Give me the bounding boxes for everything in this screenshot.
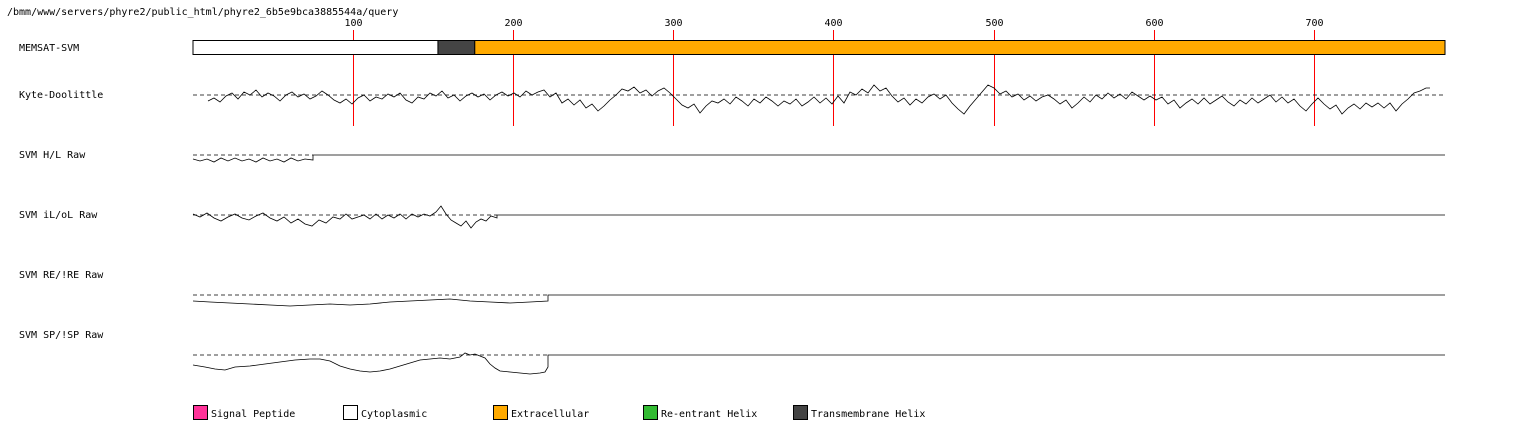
axis-tick-label: 100	[344, 18, 362, 29]
axis-tick-label: 700	[1305, 18, 1323, 29]
kyte-doolittle-label: Kyte-Doolittle	[19, 90, 103, 101]
axis-tick-label: 200	[504, 18, 522, 29]
transmembrane-segment	[437, 40, 476, 55]
axis-tick-label: 500	[985, 18, 1003, 29]
memsat-track-label: MEMSAT-SVM	[19, 43, 79, 54]
svm-il-ol-raw-label: SVM iL/oL Raw	[19, 210, 98, 221]
topology-bar	[192, 40, 1446, 55]
legend-swatch-cyto	[343, 405, 358, 420]
legend-swatch-reentrant	[643, 405, 658, 420]
file-path: /bmm/www/servers/phyre2/public_html/phyr…	[7, 7, 398, 18]
legend-swatch-signal	[193, 405, 208, 420]
legend-label-extra: Extracellular	[511, 409, 589, 420]
legend-label-reentrant: Re-entrant Helix	[661, 409, 757, 420]
legend-label-cyto: Cytoplasmic	[361, 409, 427, 420]
il-ol-score-trace	[192, 205, 1445, 229]
legend-label-signal: Signal Peptide	[211, 409, 295, 420]
sp-score-trace	[192, 352, 1445, 375]
legend-swatch-extra	[493, 405, 508, 420]
position-axis: 100 200 300 400 500 600 700	[344, 18, 1324, 126]
cytoplasmic-segment	[192, 40, 439, 55]
svm-re-raw-label: SVM RE/!RE Raw	[19, 270, 104, 281]
hl-score-trace	[192, 154, 1445, 163]
svm-hl-raw-label: SVM H/L Raw	[19, 150, 86, 161]
svm-sp-raw-label: SVM SP/!SP Raw	[19, 330, 104, 341]
re-score-trace	[192, 294, 1445, 307]
axis-tick-label: 300	[664, 18, 682, 29]
kd-hydropathy-trace	[207, 84, 1430, 115]
extracellular-segment	[474, 40, 1446, 55]
legend: Signal Peptide Cytoplasmic Extracellular Re…	[193, 405, 925, 420]
legend-label-tm: Transmembrane Helix	[811, 409, 925, 420]
legend-swatch-tm	[793, 405, 808, 420]
axis-tick-label: 600	[1145, 18, 1163, 29]
axis-tick-label: 400	[824, 18, 842, 29]
